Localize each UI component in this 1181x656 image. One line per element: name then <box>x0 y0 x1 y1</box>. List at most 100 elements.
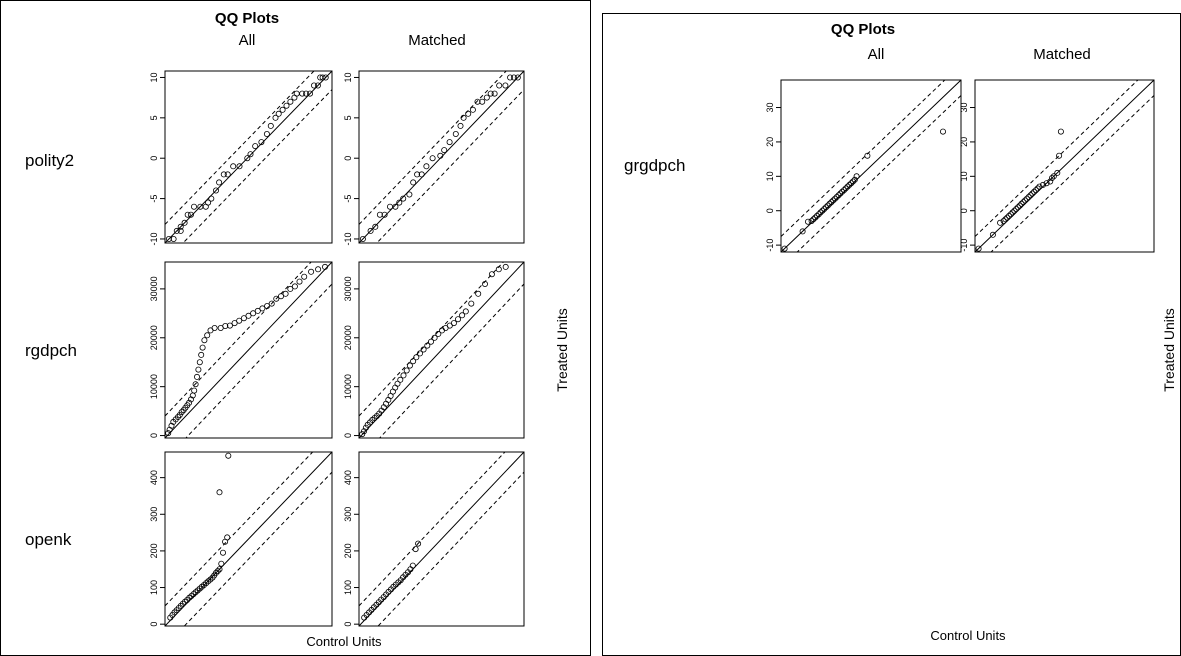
qq-point <box>322 74 329 81</box>
qq-point <box>173 607 180 614</box>
qq-point <box>1029 190 1036 197</box>
qq-point <box>810 216 817 223</box>
qq-point <box>410 358 417 365</box>
qq-point <box>496 82 503 89</box>
qq-point <box>1057 128 1064 135</box>
qq-point <box>293 90 300 97</box>
qq-point <box>1056 152 1063 159</box>
qq-point <box>184 211 191 218</box>
qq-point <box>273 295 280 302</box>
qq-point <box>403 367 410 374</box>
panel-border <box>164 70 333 244</box>
qq-point <box>178 409 185 416</box>
qq-point <box>406 191 413 198</box>
qq-point <box>400 195 407 202</box>
qq-point <box>196 585 203 592</box>
qq-point <box>166 426 173 433</box>
y-tick-label: 0 <box>959 208 969 213</box>
qq-point <box>1013 205 1020 212</box>
upper-band-line <box>359 71 507 225</box>
y-tick-label: 0 <box>149 433 159 438</box>
qq-point <box>435 330 442 337</box>
qq-point <box>462 308 469 315</box>
qq-point <box>216 489 223 496</box>
qq-point <box>258 139 265 146</box>
y-tick-label: 200 <box>149 543 159 558</box>
y-tick-label: 20000 <box>343 325 353 350</box>
qq-point <box>381 211 388 218</box>
qq-point <box>842 185 849 192</box>
qq-point <box>495 266 502 273</box>
qq-point <box>181 219 188 226</box>
qq-point <box>231 320 238 327</box>
qq-point <box>272 114 279 121</box>
figure-left-column-header-all: All <box>239 32 256 49</box>
qq-point <box>975 245 982 252</box>
qq-point <box>997 219 1004 226</box>
qq-point <box>823 204 830 211</box>
qq-point <box>848 180 855 187</box>
qq-point <box>177 223 184 230</box>
qq-point <box>392 203 399 210</box>
qq-point <box>835 192 842 199</box>
y-tick-label: 10 <box>959 171 969 181</box>
qq-point <box>420 346 427 353</box>
upper-band-line <box>165 262 312 417</box>
qq-point <box>814 212 821 219</box>
qq-point <box>1040 181 1047 188</box>
panel-border <box>164 261 333 439</box>
qq-point <box>487 90 494 97</box>
qq-point <box>245 312 252 319</box>
y-tick-label: 0 <box>343 156 353 161</box>
qq-point <box>190 591 197 598</box>
qq-point <box>479 98 486 105</box>
qq-point <box>1023 195 1030 202</box>
qq-panels: -10-50510polity2-10-50510010000200003000… <box>25 70 1155 627</box>
qq-point <box>196 359 203 366</box>
qq-point <box>416 350 423 357</box>
qq-point <box>287 98 294 105</box>
qq-point <box>173 227 180 234</box>
qq-point <box>1009 209 1016 216</box>
reference-line <box>165 71 332 243</box>
qq-point <box>385 396 392 403</box>
qq-point <box>279 106 286 113</box>
qq-point <box>282 290 289 297</box>
qq-point <box>212 187 219 194</box>
qq-point <box>989 231 996 238</box>
qq-point <box>1011 207 1018 214</box>
panel-border <box>358 70 525 244</box>
y-tick-label: 300 <box>343 507 353 522</box>
qq-point <box>372 223 379 230</box>
qq-point <box>174 413 181 420</box>
figure-right-column-header-all: All <box>868 46 885 63</box>
qq-point <box>208 195 215 202</box>
qq-point <box>218 560 225 567</box>
qq-point <box>437 152 444 159</box>
y-tick-label: 30000 <box>149 276 159 301</box>
y-tick-label: 10000 <box>149 374 159 399</box>
row-label-openk: openk <box>25 530 72 549</box>
qq-point <box>306 90 313 97</box>
y-tick-label: 0 <box>343 622 353 627</box>
qq-point <box>1032 187 1039 194</box>
qq-point <box>226 322 233 329</box>
qq-point <box>424 342 431 349</box>
qq-point <box>200 582 207 589</box>
qq-point <box>205 199 212 206</box>
y-tick-label: 20 <box>765 137 775 147</box>
qq-point <box>812 214 819 221</box>
qq-point <box>386 203 393 210</box>
qq-point <box>488 271 495 278</box>
upper-band-line <box>975 80 1139 237</box>
qq-point <box>826 200 833 207</box>
y-tick-label: 300 <box>149 507 159 522</box>
qq-point <box>1018 200 1025 207</box>
upper-band-line <box>165 71 315 225</box>
qq-point <box>410 179 417 186</box>
qq-point <box>211 324 218 331</box>
qq-point <box>815 211 822 218</box>
qq-point <box>412 546 419 553</box>
figure-left-frame <box>0 0 591 656</box>
